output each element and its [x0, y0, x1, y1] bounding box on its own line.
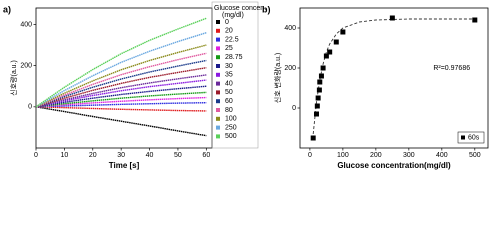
- series-line: [35, 85, 207, 108]
- y-tick-label: 0: [28, 104, 32, 111]
- x-tick-label: 100: [337, 152, 349, 159]
- series-line: [35, 67, 207, 108]
- panel-label: b): [262, 4, 271, 14]
- legend-label: 30: [225, 63, 233, 70]
- x-tick-label: 0: [34, 152, 38, 159]
- series-line: [35, 79, 207, 108]
- series-line: [35, 74, 207, 108]
- x-axis-label: Glucose concentration(mg/dl): [337, 161, 451, 170]
- legend-marker: [216, 20, 220, 24]
- point: [340, 29, 346, 35]
- legend-box: [457, 131, 485, 144]
- legend-marker: [216, 108, 220, 112]
- legend-marker: [216, 116, 220, 121]
- x-tick-label: 300: [403, 152, 415, 159]
- panel-label: a): [3, 4, 11, 14]
- legend-marker: [216, 99, 220, 104]
- legend-label: 28.75: [225, 54, 243, 61]
- series-line: [35, 59, 207, 108]
- series-line: [35, 32, 207, 108]
- series-line: [35, 52, 207, 108]
- series-line: [35, 96, 207, 108]
- x-axis-label: Time [s]: [109, 161, 140, 170]
- x-tick-label: 60: [202, 152, 210, 159]
- legend-marker: [216, 72, 220, 77]
- x-tick-label: 500: [469, 152, 481, 159]
- legend-label: 80: [225, 107, 233, 114]
- legend-label: 60s: [468, 134, 480, 141]
- y-axis-label: 신호량(a.u.): [9, 60, 18, 96]
- legend-marker: [216, 134, 220, 139]
- x-tick-label: 40: [146, 152, 154, 159]
- x-tick-label: 200: [370, 152, 382, 159]
- legend-marker: [216, 37, 220, 42]
- legend-label: 60: [225, 98, 233, 105]
- series-line: [35, 102, 207, 108]
- legend-marker: [461, 135, 465, 140]
- legend-label: 22.5: [225, 36, 239, 43]
- legend-label: 40: [225, 80, 233, 87]
- point: [318, 73, 324, 79]
- legend-label: 20: [225, 28, 233, 35]
- y-tick-label: 400: [284, 25, 296, 32]
- point: [315, 95, 321, 101]
- point: [310, 135, 316, 141]
- x-tick-label: 20: [89, 152, 97, 159]
- point: [314, 103, 320, 109]
- series-line: [35, 106, 207, 137]
- point: [323, 53, 329, 59]
- legend-label: 250: [225, 124, 237, 131]
- point: [317, 79, 323, 85]
- point: [327, 49, 333, 55]
- legend-marker: [216, 46, 220, 51]
- legend-label: 50: [225, 89, 233, 96]
- legend-label: 0: [225, 19, 229, 26]
- point: [320, 65, 326, 71]
- y-tick-label: 200: [284, 65, 296, 72]
- x-tick-label: 30: [117, 152, 125, 159]
- y-tick-label: 400: [20, 21, 32, 28]
- series-line: [35, 106, 207, 112]
- legend-marker: [216, 90, 220, 95]
- legend-label: 35: [225, 72, 233, 79]
- legend-label: 100: [225, 116, 237, 123]
- legend-label: 25: [225, 45, 233, 52]
- legend-marker: [216, 64, 220, 68]
- x-tick-label: 0: [308, 152, 312, 159]
- x-tick-label: 50: [174, 152, 182, 159]
- legend-marker: [216, 28, 220, 33]
- series-line: [35, 44, 207, 108]
- legend-box: [211, 1, 259, 149]
- point: [389, 15, 395, 21]
- point: [313, 111, 319, 117]
- legend-marker: [216, 81, 220, 86]
- legend-marker: [216, 125, 220, 130]
- plot-frame: [299, 7, 489, 149]
- page: a) b) 0 10 20 30 40 50 60 0 200 400 Time [s] 신호량(a.…: [3, 1, 489, 171]
- series-line: [35, 91, 207, 108]
- legend-subtitle: (mg/dl): [222, 12, 244, 19]
- x-tick-label: 10: [60, 152, 68, 159]
- series-line: [35, 17, 207, 108]
- y-tick-label: 200: [20, 62, 32, 69]
- y-axis-label: 신호 변화량(a.u.): [273, 53, 282, 103]
- point: [472, 17, 478, 23]
- point: [316, 87, 322, 93]
- legend-marker: [216, 55, 220, 60]
- legend-title: Glucose concen.: [214, 5, 266, 12]
- x-tick-label: 400: [436, 152, 448, 159]
- point: [333, 39, 339, 45]
- fit-line: [312, 18, 475, 135]
- y-tick-label: 0: [292, 105, 296, 112]
- annotation: R²=0.97686: [433, 65, 470, 72]
- legend-label: 500: [225, 133, 237, 140]
